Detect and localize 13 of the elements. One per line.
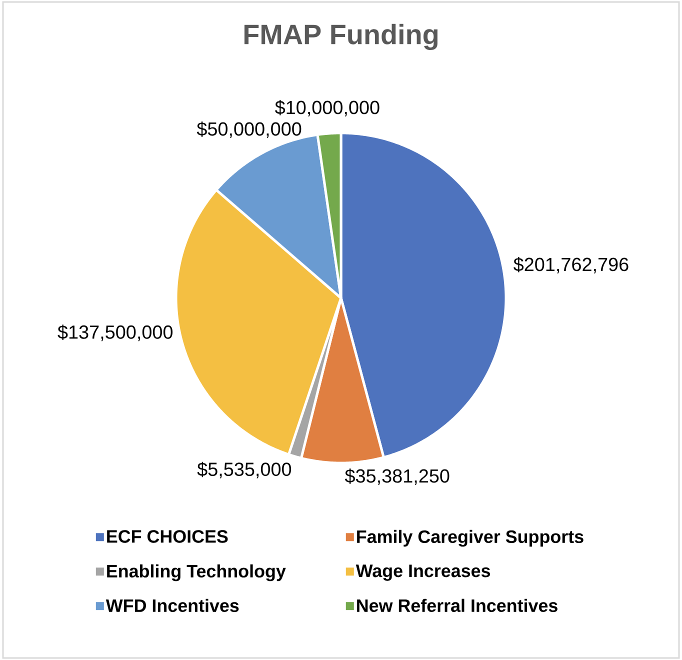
legend-label: Wage Increases [356,564,490,581]
legend-label: New Referral Incentives [357,598,558,612]
legend-label: ECF CHOICES [107,530,228,543]
data-label: $50,000,000 [196,122,302,138]
chart-title: FMAP Funding [244,24,438,50]
legend-label: Family Caregiver Supports [357,530,584,547]
data-label: $35,381,250 [344,468,450,485]
legend-label: Enabling Technology [107,564,286,582]
data-label: $201,762,796 [514,256,628,274]
data-label: $137,500,000 [58,324,173,342]
data-label: $10,000,000 [275,100,380,116]
legend-label: WFD Incentives [106,598,239,612]
data-label: $5,535,000 [197,462,292,478]
